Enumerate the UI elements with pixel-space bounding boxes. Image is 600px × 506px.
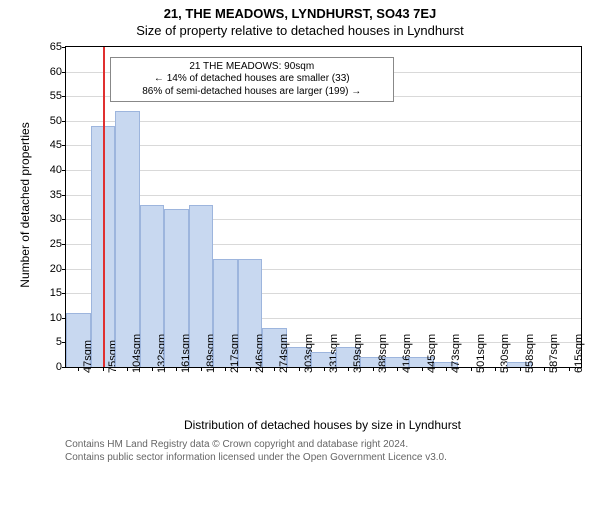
x-tick-label: 587sqm xyxy=(548,334,560,373)
y-tick-label: 35 xyxy=(50,189,62,201)
x-tick-label: 473sqm xyxy=(450,334,462,373)
x-tick-label: 615sqm xyxy=(573,334,585,373)
y-tick xyxy=(62,121,66,122)
y-tick-label: 30 xyxy=(50,213,62,225)
y-tick-label: 60 xyxy=(50,66,62,78)
y-axis-label: Number of detached properties xyxy=(18,105,32,305)
y-tick xyxy=(62,96,66,97)
annotation-box: 21 THE MEADOWS: 90sqm← 14% of detached h… xyxy=(110,57,394,103)
license-line2: Contains public sector information licen… xyxy=(65,451,447,464)
gridline xyxy=(66,195,581,196)
y-tick xyxy=(62,244,66,245)
x-tick xyxy=(78,367,79,371)
license-line1: Contains HM Land Registry data © Crown c… xyxy=(65,438,447,451)
y-tick-label: 45 xyxy=(50,139,62,151)
x-tick xyxy=(569,367,570,371)
x-tick-label: 416sqm xyxy=(401,334,413,373)
reference-line xyxy=(103,47,105,367)
annotation-line: 21 THE MEADOWS: 90sqm xyxy=(117,61,387,74)
x-tick xyxy=(250,367,251,371)
y-tick xyxy=(62,219,66,220)
x-tick xyxy=(495,367,496,371)
y-tick-label: 40 xyxy=(50,164,62,176)
x-tick xyxy=(348,367,349,371)
y-tick xyxy=(62,145,66,146)
x-tick xyxy=(225,367,226,371)
x-tick xyxy=(103,367,104,371)
x-tick xyxy=(397,367,398,371)
x-tick xyxy=(127,367,128,371)
y-tick xyxy=(62,72,66,73)
x-tick-label: 445sqm xyxy=(426,334,438,373)
x-tick-label: 359sqm xyxy=(352,334,364,373)
x-tick xyxy=(422,367,423,371)
x-tick xyxy=(373,367,374,371)
x-tick xyxy=(324,367,325,371)
x-tick-label: 530sqm xyxy=(499,334,511,373)
gridline xyxy=(66,121,581,122)
x-tick xyxy=(152,367,153,371)
y-tick-label: 20 xyxy=(50,263,62,275)
histogram-bar xyxy=(115,111,140,367)
annotation-line: 86% of semi-detached houses are larger (… xyxy=(117,86,387,99)
x-tick-label: 501sqm xyxy=(475,334,487,373)
y-tick-label: 50 xyxy=(50,115,62,127)
title-subtitle: Size of property relative to detached ho… xyxy=(0,23,600,38)
x-tick xyxy=(446,367,447,371)
y-tick-label: 10 xyxy=(50,312,62,324)
y-tick-label: 65 xyxy=(50,41,62,53)
gridline xyxy=(66,145,581,146)
x-tick-label: 558sqm xyxy=(524,334,536,373)
y-tick-label: 55 xyxy=(50,90,62,102)
x-axis-label: Distribution of detached houses by size … xyxy=(65,418,580,432)
title-address: 21, THE MEADOWS, LYNDHURST, SO43 7EJ xyxy=(0,6,600,21)
y-tick xyxy=(62,367,66,368)
y-tick xyxy=(62,47,66,48)
x-tick-label: 388sqm xyxy=(377,334,389,373)
x-tick xyxy=(274,367,275,371)
annotation-line: ← 14% of detached houses are smaller (33… xyxy=(117,73,387,86)
histogram-chart: Number of detached properties 0510152025… xyxy=(10,46,590,466)
x-tick xyxy=(544,367,545,371)
license-text: Contains HM Land Registry data © Crown c… xyxy=(65,438,447,464)
y-tick-label: 15 xyxy=(50,287,62,299)
y-tick xyxy=(62,293,66,294)
y-tick-label: 0 xyxy=(56,361,62,373)
plot-area: 0510152025303540455055606547sqm75sqm104s… xyxy=(65,46,582,368)
x-tick xyxy=(176,367,177,371)
y-tick xyxy=(62,269,66,270)
x-tick xyxy=(471,367,472,371)
x-tick xyxy=(520,367,521,371)
y-tick xyxy=(62,195,66,196)
x-tick xyxy=(201,367,202,371)
gridline xyxy=(66,170,581,171)
y-tick-label: 25 xyxy=(50,238,62,250)
x-tick xyxy=(299,367,300,371)
y-tick xyxy=(62,170,66,171)
y-tick-label: 5 xyxy=(56,336,62,348)
